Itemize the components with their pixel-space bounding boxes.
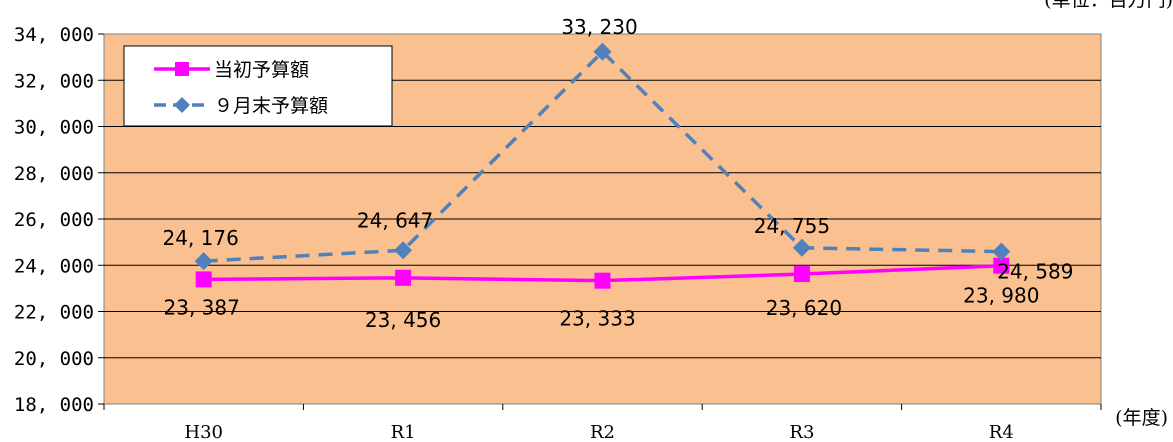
y-tick-label: 28, 000: [14, 163, 94, 185]
data-point-diamond: [194, 252, 213, 271]
data-point-square: [993, 257, 1010, 274]
x-axis-title: (年度): [1115, 407, 1168, 429]
x-axis-ticks: H30 R1 R2 R3 R4: [103, 404, 1102, 442]
data-label: 23, 980: [963, 284, 1039, 308]
y-tick-label: 32, 000: [14, 70, 94, 92]
x-tick-label: R2: [590, 422, 615, 442]
data-point-square: [395, 269, 412, 286]
data-label: 23, 387: [164, 295, 240, 319]
data-point-square: [195, 271, 212, 288]
data-point-square: [793, 266, 810, 283]
data-labels: 23, 387 23, 456 23, 333 23, 620 23, 980 24, 1…: [163, 15, 1074, 332]
legend: 当初予算額 ９月末予算額: [123, 45, 393, 127]
y-tick-label: 30, 000: [14, 117, 94, 139]
y-tick-label: 24, 000: [14, 255, 94, 277]
data-point-diamond: [593, 42, 612, 61]
data-label: 23, 456: [365, 308, 441, 332]
data-point-diamond: [792, 238, 811, 257]
legend-label-september: ９月末予算額: [214, 95, 328, 117]
gridlines: [104, 79, 1101, 359]
data-label: 23, 333: [559, 307, 635, 331]
data-label: 24, 176: [163, 226, 239, 250]
legend-box: [123, 45, 393, 127]
data-label: 33, 230: [561, 15, 637, 39]
y-tick-label: 22, 000: [14, 302, 94, 324]
unit-label: (単位：百万円): [1044, 0, 1173, 11]
y-tick-label: 34, 000: [14, 24, 94, 46]
legend-marker-initial: [175, 62, 189, 76]
series-group: [194, 42, 1011, 289]
y-tick-label: 18, 000: [14, 394, 94, 416]
data-point-diamond: [394, 241, 413, 260]
legend-label-initial: 当初予算額: [214, 59, 309, 81]
x-tick-label: H30: [184, 422, 223, 442]
y-axis-ticks: 18, 000 20, 000 22, 000 24, 000 26, 000 28, 0…: [14, 24, 104, 416]
x-tick-label: R1: [391, 422, 416, 442]
data-label: 24, 647: [357, 208, 433, 232]
y-tick-label: 20, 000: [14, 348, 94, 370]
data-label: 23, 620: [766, 296, 842, 320]
data-label: 24, 589: [997, 260, 1073, 284]
legend-marker-september: [174, 97, 190, 113]
data-label: 24, 755: [754, 214, 830, 238]
data-point-diamond: [992, 242, 1011, 261]
data-point-square: [594, 272, 611, 289]
x-tick-label: R3: [789, 422, 814, 442]
y-tick-label: 26, 000: [14, 209, 94, 231]
x-tick-label: R4: [989, 422, 1014, 442]
